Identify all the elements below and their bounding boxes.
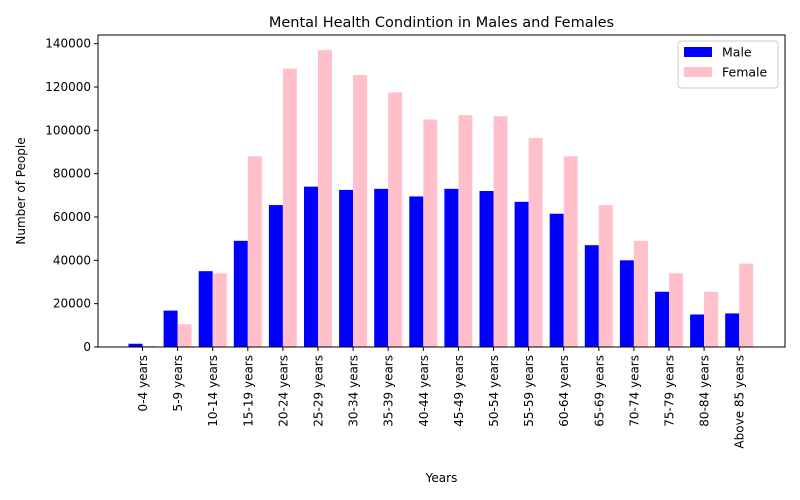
bar-female-10	[493, 116, 508, 347]
bar-female-11	[528, 137, 543, 347]
x-tick-label: 10-14 years	[206, 355, 220, 427]
y-tick-label: 80000	[53, 167, 91, 181]
bar-male-7	[374, 188, 389, 347]
x-tick-label: 80-84 years	[698, 355, 712, 427]
bar-male-2	[198, 271, 213, 347]
legend-label-female: Female	[722, 65, 768, 80]
bar-female-9	[458, 115, 473, 347]
bar-female-13	[598, 205, 613, 347]
bar-female-3	[247, 156, 262, 347]
y-axis-title: Number of People	[14, 137, 28, 244]
x-tick-label: 75-79 years	[663, 355, 677, 427]
bar-female-1	[177, 324, 192, 347]
bar-male-11	[514, 201, 529, 347]
bar-female-4	[282, 68, 297, 347]
y-tick-label: 100000	[45, 123, 91, 137]
x-tick-label: 45-49 years	[452, 355, 466, 427]
y-tick-label: 120000	[45, 80, 91, 94]
bars-layer	[128, 50, 754, 348]
bar-male-13	[584, 245, 599, 347]
bar-male-8	[409, 196, 424, 347]
x-tick-label: 40-44 years	[417, 355, 431, 427]
legend-label-male: Male	[722, 45, 752, 60]
x-tick-label: 25-29 years	[312, 355, 326, 427]
legend-swatch-male	[684, 47, 712, 57]
bar-female-5	[318, 50, 332, 348]
legend-swatch-female	[684, 67, 712, 77]
x-tick-label: 15-19 years	[241, 355, 255, 427]
chart-title: Mental Health Condintion in Males and Fe…	[269, 15, 614, 31]
bar-female-15	[669, 273, 683, 347]
bar-male-10	[479, 191, 494, 347]
x-tick-label: 0-4 years	[136, 355, 150, 411]
bar-female-17	[739, 263, 754, 347]
x-tick-label: 60-64 years	[557, 355, 571, 427]
x-tick-label: 35-39 years	[382, 355, 396, 427]
x-tick-label: 20-24 years	[276, 355, 290, 427]
bar-male-0	[128, 343, 143, 347]
bar-male-1	[163, 310, 178, 347]
y-tick-label: 20000	[53, 297, 91, 311]
axes-layer: 0 20000 40000 60000 80000 100000 120000 140000 0…	[45, 34, 786, 449]
bar-female-12	[563, 156, 578, 347]
bar-female-2	[212, 273, 227, 347]
x-tick-label: 50-54 years	[487, 355, 501, 427]
x-axis-title: Years	[425, 471, 458, 485]
bar-male-12	[549, 213, 564, 347]
bar-female-14	[633, 240, 648, 347]
bar-female-7	[388, 92, 403, 347]
bar-male-17	[725, 313, 740, 347]
bar-male-9	[444, 188, 459, 347]
x-tick-label: 70-74 years	[627, 355, 641, 427]
bar-male-14	[619, 260, 634, 347]
bar-male-15	[655, 291, 669, 347]
x-tick-label: 5-9 years	[171, 355, 185, 411]
legend: Male Female	[677, 40, 779, 89]
y-tick-label: 0	[83, 340, 91, 354]
bar-male-6	[339, 189, 354, 347]
bar-male-3	[233, 240, 248, 347]
bar-male-5	[304, 186, 318, 347]
x-tick-label: 55-59 years	[522, 355, 536, 427]
plot-frame	[97, 34, 786, 348]
bar-female-6	[353, 75, 368, 347]
bar-female-16	[704, 291, 719, 347]
x-tick-label: 65-69 years	[592, 355, 606, 427]
y-tick-label: 140000	[45, 37, 91, 51]
bar-male-16	[690, 314, 705, 347]
x-tick-label: 30-34 years	[347, 355, 361, 427]
bar-female-8	[423, 119, 438, 347]
y-tick-label: 60000	[53, 210, 91, 224]
y-tick-label: 40000	[53, 253, 91, 267]
x-tick-label: Above 85 years	[733, 355, 747, 449]
bar-female-0	[142, 345, 157, 347]
bar-male-4	[268, 205, 283, 347]
